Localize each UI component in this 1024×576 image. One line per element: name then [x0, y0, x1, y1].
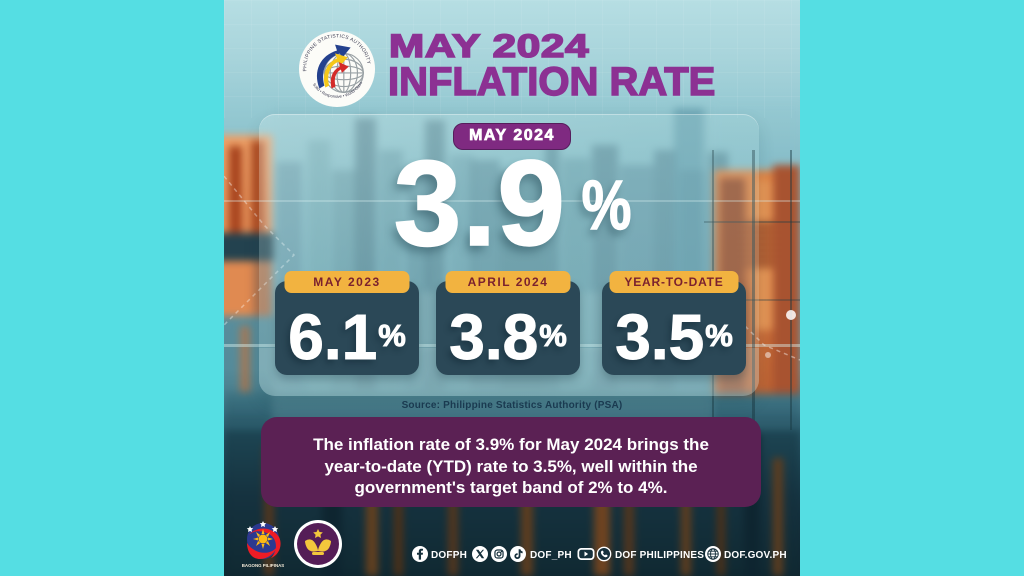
svg-text:BAGONG PILIPINAS: BAGONG PILIPINAS — [242, 563, 285, 568]
